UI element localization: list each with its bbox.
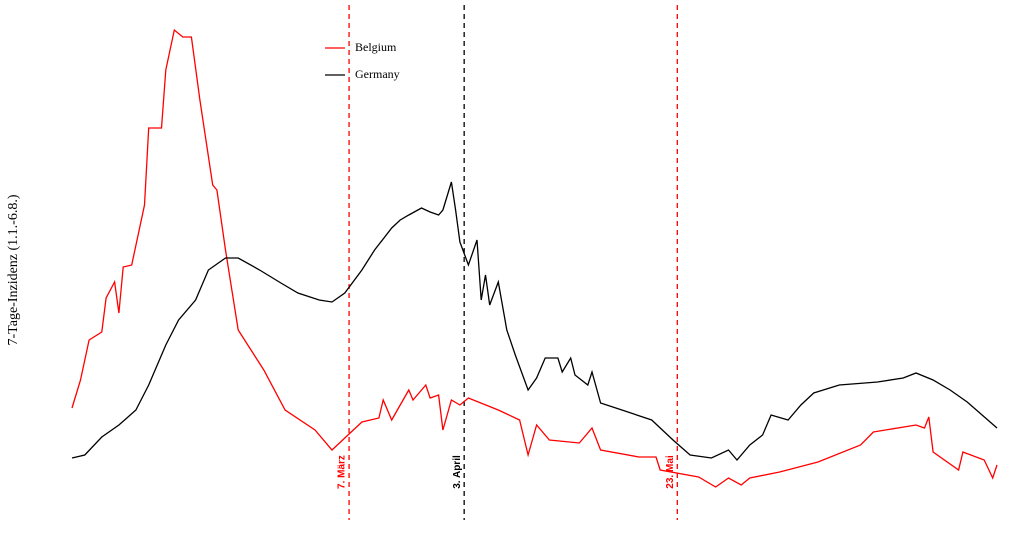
legend-label: Germany xyxy=(355,67,400,81)
legend-label: Belgium xyxy=(355,40,397,54)
y-axis-label: 7-Tage-Inzidenz (1.1.-6.8.) xyxy=(6,194,21,345)
series-line xyxy=(71,181,998,462)
series-line xyxy=(71,28,998,488)
annotation-label: 3. April xyxy=(452,455,463,489)
annotation-label: 7. März xyxy=(337,455,348,489)
